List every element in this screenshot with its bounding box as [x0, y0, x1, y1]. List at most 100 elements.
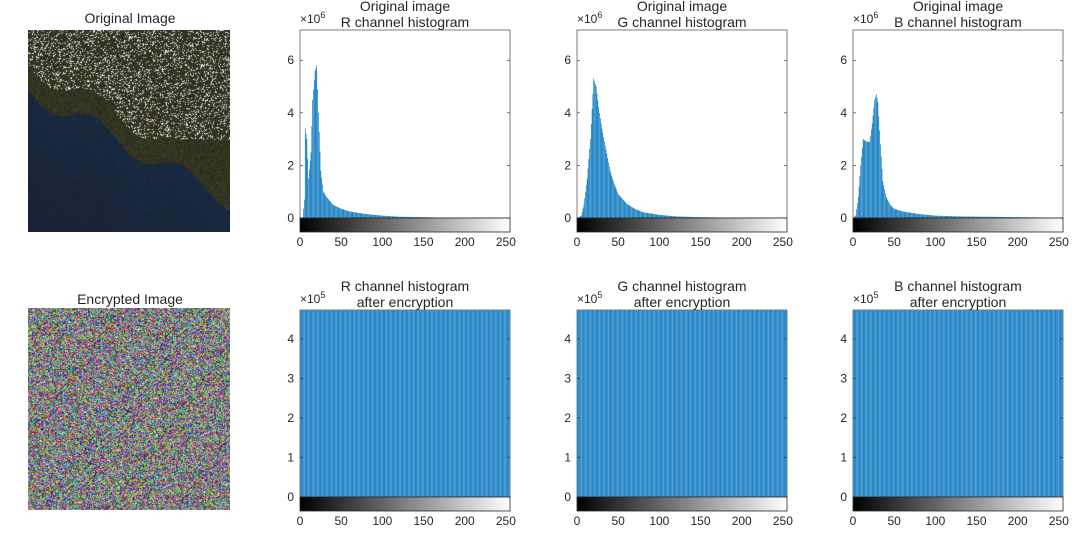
histogram-bar — [1008, 217, 1009, 218]
histogram-bar — [958, 310, 960, 497]
histogram-bar — [943, 215, 944, 218]
histogram-bar — [399, 310, 400, 497]
histogram-bar — [420, 217, 422, 218]
histogram-bar — [627, 310, 629, 497]
histogram-bar — [942, 310, 944, 497]
histogram-bar — [605, 149, 607, 218]
histogram-bar — [645, 310, 647, 497]
chart-title-line-1: Original image — [913, 0, 1003, 14]
histogram-bar — [606, 153, 608, 218]
histogram-bar — [342, 310, 344, 497]
histogram-bar — [394, 216, 395, 218]
histogram-bar — [405, 310, 406, 497]
histogram-bar — [679, 216, 681, 218]
histogram-bar — [1016, 310, 1017, 497]
histogram-bar — [505, 310, 507, 497]
histogram-bar — [717, 310, 718, 497]
histogram-bar — [1056, 310, 1058, 497]
histogram-bar — [331, 203, 333, 218]
histogram-bar — [857, 310, 858, 497]
histogram-bar — [348, 211, 350, 218]
histogram-bar — [381, 310, 382, 497]
histogram-bar — [311, 125, 313, 218]
exponent-label: ×106 — [853, 10, 878, 26]
histogram-bar — [396, 310, 398, 497]
histogram-bar — [722, 310, 723, 497]
histogram-bar — [780, 310, 782, 497]
y-tick-label: 3 — [287, 371, 294, 385]
x-tick-label: 250 — [773, 235, 793, 249]
histogram-bar — [363, 213, 365, 218]
histogram-bar — [926, 310, 927, 497]
histogram-bar — [482, 310, 483, 497]
histogram-bar — [463, 310, 464, 497]
histogram-bar — [963, 310, 965, 497]
histogram-bar — [620, 197, 622, 218]
histogram-bar — [710, 310, 712, 497]
histogram-bar — [404, 216, 405, 218]
histogram-bar — [672, 310, 673, 497]
histogram-bar — [1041, 310, 1043, 497]
histogram-bar — [317, 310, 318, 497]
histogram-bar — [775, 310, 777, 497]
histogram-bar — [615, 310, 617, 497]
histogram-bar — [867, 141, 869, 218]
histogram-bar — [884, 189, 885, 218]
histogram-bar — [359, 213, 360, 218]
histogram-bar — [419, 310, 421, 497]
histogram-bar — [729, 310, 731, 497]
histogram-bar — [896, 310, 898, 497]
histogram-bar — [352, 211, 354, 218]
histogram-bar — [675, 310, 677, 497]
histogram-bar — [353, 212, 354, 218]
histogram-bar — [683, 310, 685, 497]
histogram-bar — [999, 216, 1001, 218]
histogram-bar — [604, 310, 605, 497]
y-tick-label: 2 — [840, 158, 847, 172]
histogram-bar — [409, 310, 410, 497]
histogram-bar — [697, 310, 699, 497]
histogram-bar — [307, 158, 309, 218]
histogram-bar — [863, 310, 865, 497]
histogram-bar — [582, 310, 584, 497]
histogram-bar — [506, 310, 508, 497]
histogram-bar — [448, 310, 450, 497]
histogram-bar — [486, 310, 487, 497]
histogram-bar — [990, 216, 992, 218]
histogram-bar — [893, 310, 894, 497]
histogram-bar — [1017, 217, 1019, 218]
histogram-bar — [390, 310, 391, 497]
histogram-bar — [350, 310, 352, 497]
histogram-bar — [941, 310, 943, 497]
histogram-bar — [857, 196, 859, 218]
histogram-bar — [732, 310, 734, 497]
histogram-bar — [930, 215, 932, 218]
histogram-bar — [854, 310, 856, 497]
histogram-bar — [894, 310, 895, 497]
histogram-bar — [327, 310, 329, 497]
histogram-bar — [745, 310, 746, 497]
histogram-bar — [314, 310, 316, 497]
histogram-bar — [389, 216, 391, 218]
histogram-bar — [441, 310, 443, 497]
histogram-bar — [472, 310, 473, 497]
histogram-bar — [984, 310, 985, 497]
histogram-bar — [749, 310, 750, 497]
histogram-bar — [920, 310, 921, 497]
histogram-bar — [498, 310, 500, 497]
histogram-bar — [1014, 310, 1016, 497]
histogram-bar — [313, 310, 315, 497]
x-tick-label: 250 — [1049, 514, 1069, 528]
histogram-bar — [496, 310, 497, 497]
histogram-bar — [921, 310, 922, 497]
histogram-bar — [670, 215, 672, 218]
histogram-bar — [682, 216, 684, 218]
histogram-bar — [652, 213, 654, 218]
histogram-bar — [699, 310, 700, 497]
histogram-bar — [985, 310, 987, 497]
histogram-bar — [940, 310, 942, 497]
histogram-bar — [446, 310, 448, 497]
histogram-bar — [870, 135, 871, 218]
histogram-bar — [711, 310, 713, 497]
